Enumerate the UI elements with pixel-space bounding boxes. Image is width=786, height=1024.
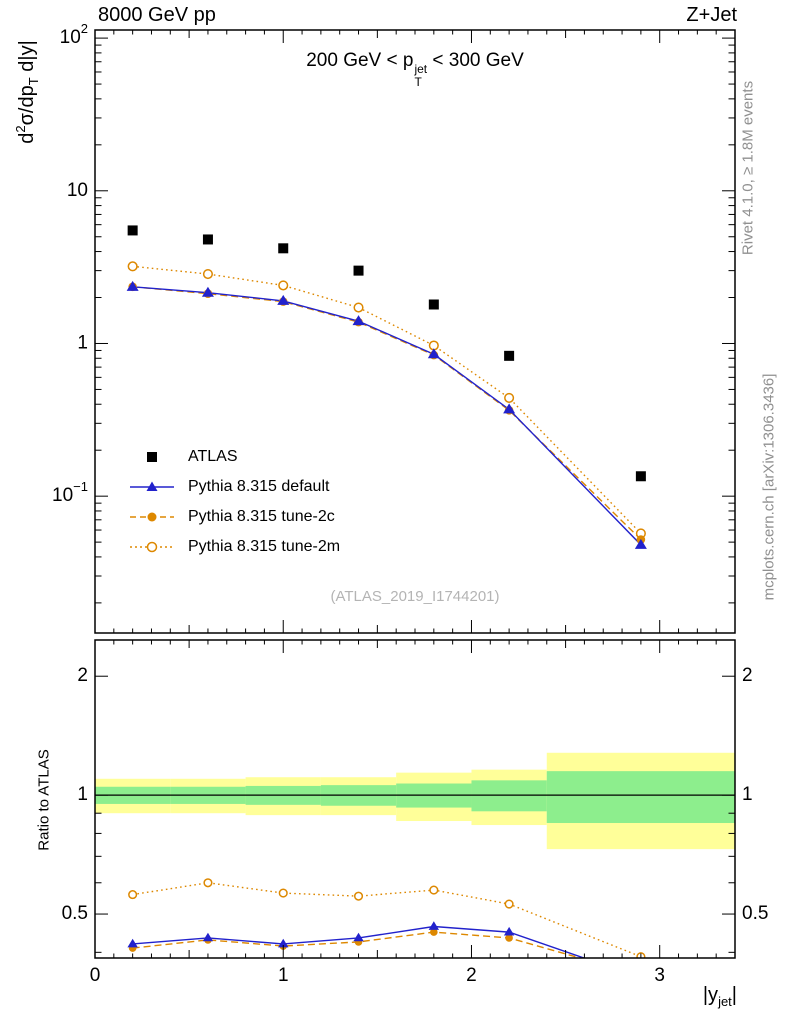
data-point-triangle bbox=[428, 921, 440, 930]
y-title-p2: σ/dp bbox=[15, 85, 38, 126]
panel-title-sup: jet bbox=[414, 62, 428, 76]
pythia-tune2m-line-icon bbox=[130, 541, 174, 553]
data-point-square bbox=[278, 243, 289, 254]
y-tick-label: 2 bbox=[742, 665, 753, 686]
y-tick-label: 0.5 bbox=[742, 903, 768, 924]
data-point-triangle bbox=[503, 926, 515, 936]
data-point-open-circle bbox=[353, 302, 364, 313]
x-axis-title: |yjet| bbox=[703, 984, 737, 1009]
main-panel-series bbox=[126, 225, 647, 549]
data-point-square bbox=[202, 234, 213, 245]
process-label: Z+Jet bbox=[686, 4, 737, 26]
x-tick-label: 3 bbox=[654, 965, 665, 986]
ratio-panel-series bbox=[127, 878, 646, 982]
y-title-p3: d|y| bbox=[15, 40, 38, 78]
x-title-sub: jet bbox=[718, 994, 732, 1009]
legend-label-pythia-default: Pythia 8.315 default bbox=[188, 478, 330, 495]
data-point-triangle bbox=[353, 932, 364, 942]
panel-title-text2: < 300 GeV bbox=[427, 50, 524, 71]
data-point-circle bbox=[430, 928, 438, 936]
rivet-version-note: Rivet 4.1.0, ≥ 1.8M events bbox=[739, 80, 757, 256]
y-title-p1: d bbox=[15, 132, 38, 144]
y-tick-label: 1 bbox=[77, 332, 88, 353]
data-point-triangle bbox=[636, 973, 646, 982]
pythia-default-line-icon bbox=[130, 481, 174, 491]
legend-item-pythia-default: Pythia 8.315 default bbox=[128, 472, 340, 502]
y-tick-label: 102 bbox=[60, 22, 88, 49]
x-title-p2: | bbox=[731, 984, 737, 1006]
ratio-line-1 bbox=[132, 925, 587, 958]
legend-item-pythia-tune2m: Pythia 8.315 tune-2m bbox=[128, 532, 340, 562]
y-tick-label: 0.5 bbox=[62, 903, 88, 924]
panel-title: 200 GeV < p jet T < 300 GeV bbox=[306, 50, 524, 88]
analysis-id-watermark: (ATLAS_2019_I1744201) bbox=[330, 588, 500, 605]
data-point-open-circle bbox=[504, 899, 514, 909]
data-point-triangle bbox=[352, 315, 365, 326]
data-point-circle bbox=[637, 971, 645, 979]
green-band-bin bbox=[471, 780, 547, 812]
data-point-square bbox=[127, 225, 138, 236]
legend-label-atlas: ATLAS bbox=[188, 448, 238, 465]
data-point-triangle bbox=[634, 538, 647, 549]
legend-label-pythia-tune2m: Pythia 8.315 tune-2m bbox=[188, 538, 341, 555]
pythia-tune2c-line-icon bbox=[130, 512, 174, 522]
y-tick-label: 10 bbox=[67, 180, 88, 201]
x-tick-label: 2 bbox=[466, 965, 477, 986]
data-point-triangle bbox=[278, 938, 289, 948]
y-axis-title-main: d2σ/dpT d|y| bbox=[13, 40, 41, 144]
data-point-triangle bbox=[503, 403, 516, 414]
data-point-square bbox=[428, 299, 439, 310]
data-point-circle bbox=[505, 934, 513, 942]
data-point-open-circle bbox=[353, 891, 364, 901]
data-point-triangle bbox=[202, 932, 214, 942]
data-point-open-circle bbox=[203, 878, 213, 888]
data-point-open-circle bbox=[278, 888, 288, 898]
data-point-square bbox=[504, 350, 515, 361]
legend-item-pythia-tune2c: Pythia 8.315 tune-2c bbox=[128, 502, 340, 532]
data-point-triangle bbox=[201, 286, 214, 297]
y-tick-label: 10−1 bbox=[52, 480, 88, 507]
y-title-sub: T bbox=[25, 77, 41, 86]
data-point-triangle bbox=[127, 938, 138, 948]
data-point-triangle bbox=[427, 348, 440, 359]
y-tick-label: 2 bbox=[77, 665, 88, 686]
data-point-open-circle bbox=[202, 268, 213, 280]
x-tick-label: 0 bbox=[90, 965, 101, 986]
y-title-sup: 2 bbox=[13, 125, 29, 133]
data-point-triangle bbox=[277, 294, 290, 305]
y-tick-label: 1 bbox=[77, 784, 88, 805]
y-tick-label: 1 bbox=[742, 784, 753, 805]
green-band-bin bbox=[546, 771, 735, 824]
y-axis-title-ratio: Ratio to ATLAS bbox=[35, 749, 53, 851]
beam-energy-label: 8000 GeV pp bbox=[98, 4, 216, 26]
x-title-p1: |y bbox=[702, 984, 719, 1006]
atlas-square-icon bbox=[147, 452, 157, 462]
data-point-triangle bbox=[126, 280, 139, 291]
legend-item-atlas: ATLAS bbox=[128, 442, 340, 472]
data-point-open-circle bbox=[504, 392, 515, 403]
axis-tick-labels: 102 10 1 10−1 2 2 1 1 0.5 0.5 0 1 2 3 bbox=[52, 22, 768, 986]
axis-ticks bbox=[94, 30, 736, 958]
mcplots-arxiv-note: mcplots.cern.ch [arXiv:1306.3436] bbox=[760, 373, 778, 601]
x-tick-label: 1 bbox=[278, 965, 289, 986]
panel-title-text: 200 GeV < p bbox=[306, 50, 414, 71]
data-point-open-circle bbox=[429, 885, 439, 895]
data-point-square bbox=[353, 265, 364, 276]
data-point-square bbox=[635, 471, 646, 482]
data-point-open-circle bbox=[127, 261, 138, 272]
ratio-uncertainty-bands bbox=[95, 752, 735, 850]
legend: ATLAS Pythia 8.315 default Pythia 8.315 … bbox=[128, 442, 340, 562]
panel-title-sub: T bbox=[414, 74, 422, 89]
legend-label-pythia-tune2c: Pythia 8.315 tune-2c bbox=[188, 508, 335, 525]
ratio-line-3 bbox=[132, 882, 642, 958]
data-point-open-circle bbox=[278, 280, 289, 291]
data-point-open-circle bbox=[128, 890, 138, 900]
panel-title-supsub: jet T bbox=[414, 63, 427, 88]
